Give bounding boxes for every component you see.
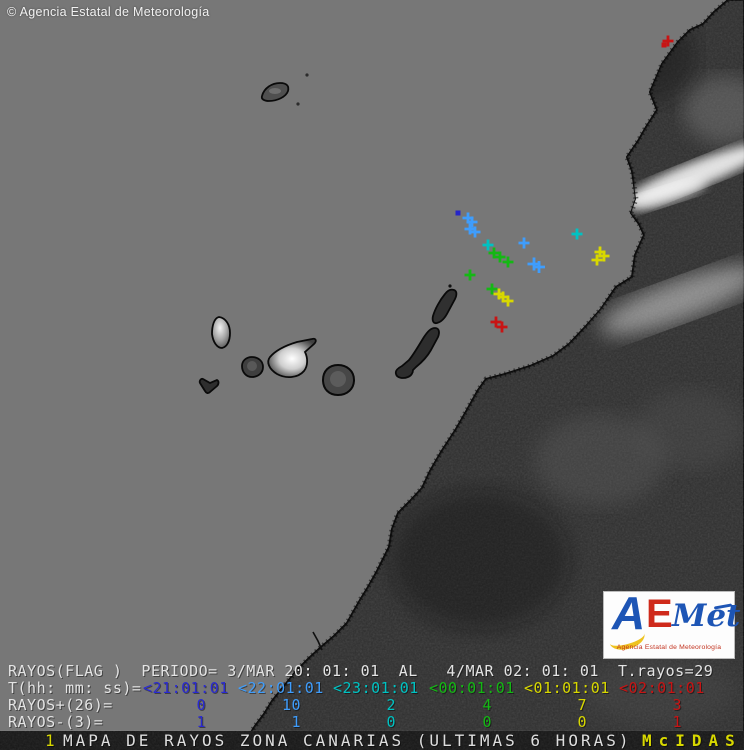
time-bucket-label-0: <21:01:01: [143, 679, 229, 697]
rayos-minus-count-2: 0: [386, 713, 396, 731]
time-bucket-label-5: <02:01:01: [619, 679, 705, 697]
island-tenerife: [267, 337, 317, 378]
time-row-label: T(hh: mm: ss)=: [8, 679, 142, 697]
logo-letter-e: E: [646, 592, 673, 636]
coastline-stipple: [240, 0, 730, 750]
logo-letter-a: A: [612, 587, 646, 639]
lightning-marker: [571, 228, 583, 240]
island-lanzarote: [431, 288, 458, 325]
copyright-text: © Agencia Estatal de Meteorología: [7, 5, 210, 19]
time-bucket-label-4: <01:01:01: [524, 679, 610, 697]
lightning-marker: [490, 316, 502, 328]
island-la-palma: [211, 316, 231, 349]
time-bucket-label-2: <23:01:01: [333, 679, 419, 697]
lightning-marker: [494, 251, 506, 263]
lightning-marker: [533, 261, 545, 273]
time-bucket-label-3: <00:01:01: [429, 679, 515, 697]
lightning-marker: [488, 247, 500, 259]
lightning-marker: [466, 216, 478, 228]
lightning-marker: [662, 35, 674, 47]
mcidas-brand: McIDAS: [642, 731, 742, 750]
lightning-marker: [591, 254, 603, 266]
rayos-plus-count-5: 3: [672, 696, 682, 714]
rayos-minus-label: RAYOS-(3)=: [8, 713, 104, 731]
frame-number: 1: [45, 731, 58, 750]
lightning-marker: [502, 295, 514, 307]
rayos-plus-count-4: 7: [577, 696, 587, 714]
rayos-plus-count-1: 10: [281, 696, 301, 714]
lightning-marker: [455, 210, 461, 216]
rayos-plus-count-3: 4: [482, 696, 492, 714]
rayos-minus-count-0: 1: [196, 713, 206, 731]
rayos-plus-count-0: 0: [196, 696, 206, 714]
footer-title: MAPA DE RAYOS ZONA CANARIAS (ULTIMAS 6 H…: [63, 731, 632, 750]
canary-islands: [198, 73, 458, 397]
lightning-marker: [518, 237, 530, 249]
rayos-plus-count-2: 2: [386, 696, 396, 714]
island-el-hierro: [198, 377, 220, 394]
lightning-marker: [598, 250, 610, 262]
lagoon-bar: [312, 631, 323, 651]
rayos-minus-count-4: 0: [577, 713, 587, 731]
island-fuerteventura: [394, 327, 440, 379]
aemet-logo: A E Met Agencia Estatal de Meteorología: [603, 587, 740, 659]
rayos-minus-count-1: 1: [291, 713, 301, 731]
lightning-marker: [464, 269, 476, 281]
lightning-markers-layer: [455, 35, 674, 333]
time-bucket-label-1: <22:01:01: [238, 679, 324, 697]
lightning-marker: [661, 42, 667, 48]
rayos-minus-count-3: 0: [482, 713, 492, 731]
period-line: RAYOS(FLAG ) PERIODO= 3/MAR 20: 01: 01 A…: [8, 662, 714, 680]
lightning-marker: [496, 321, 508, 333]
lightning-marker: [469, 226, 481, 238]
lightning-marker: [482, 239, 494, 251]
lightning-marker: [486, 283, 498, 295]
logo-tagline: Agencia Estatal de Meteorología: [616, 644, 722, 651]
rayos-minus-count-5: 1: [672, 713, 682, 731]
rayos-plus-label: RAYOS+(26)=: [8, 696, 113, 714]
lightning-marker: [502, 256, 514, 268]
